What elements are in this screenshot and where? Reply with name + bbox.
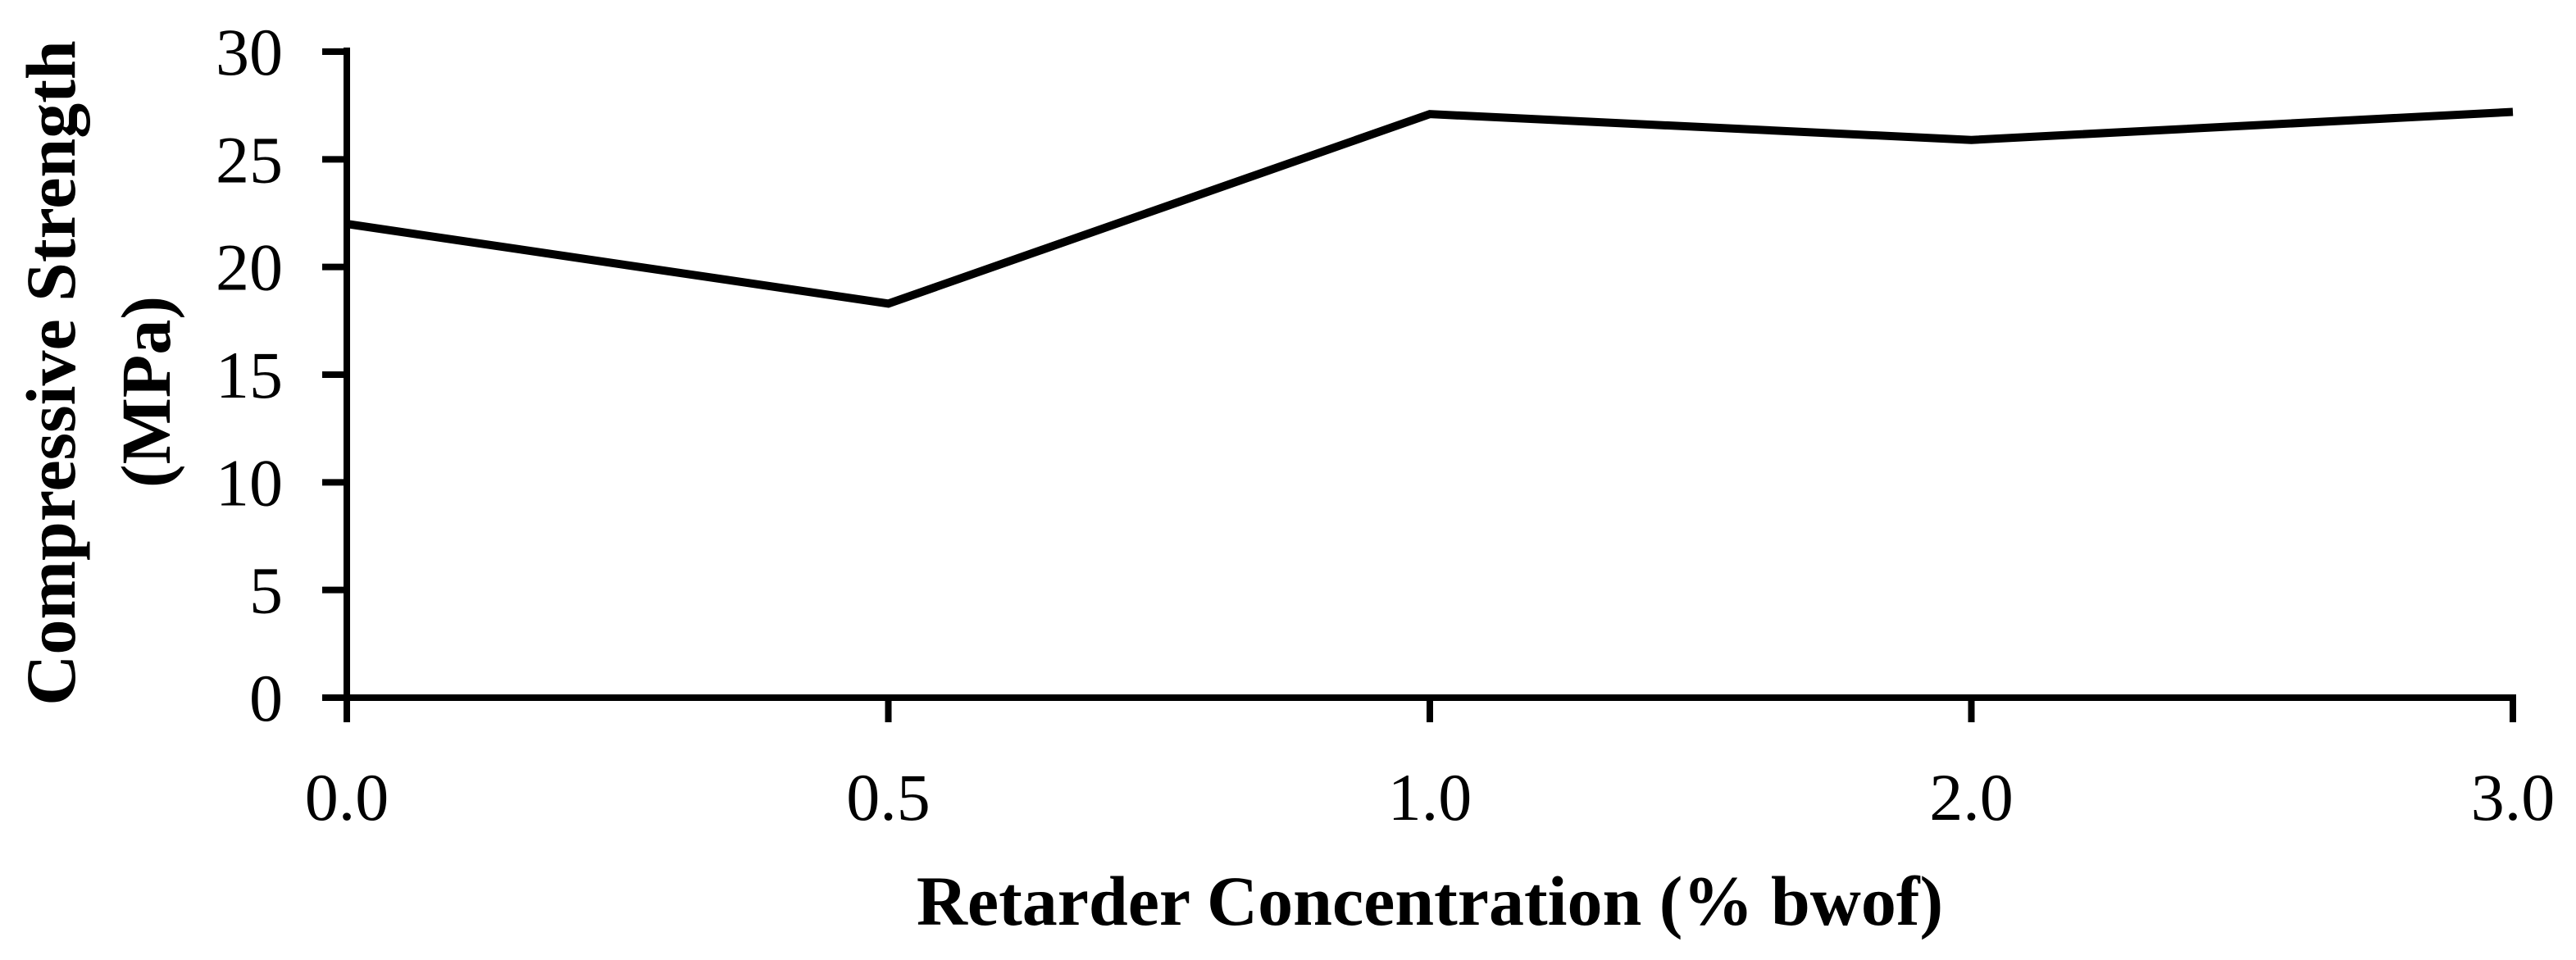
- y-axis-title-line1: Compressive Strength: [11, 40, 90, 705]
- data-line: [346, 107, 2514, 308]
- y-axis-title-line2: (MPa): [107, 296, 185, 488]
- y-tick-label: 15: [216, 338, 283, 412]
- x-tick-label: 3.0: [2471, 760, 2556, 835]
- x-axis-title: Retarder Concentration (% bwof): [917, 862, 1943, 940]
- y-tick-label: 30: [216, 15, 283, 89]
- x-tick-label: 1.0: [1388, 760, 1472, 835]
- x-tick-label: 2.0: [1929, 760, 2014, 835]
- x-tick-label: 0.0: [305, 760, 389, 835]
- plot-area: 0 5 10 15 20 25 30 0.0 0.5 1.0 2.0 3.0: [216, 15, 2555, 835]
- y-tick-label: 5: [249, 553, 283, 628]
- y-tick-label: 10: [216, 445, 283, 520]
- y-tick-label: 0: [249, 661, 283, 735]
- y-tick-label: 25: [216, 122, 283, 197]
- x-tick-label: 0.5: [846, 760, 931, 835]
- y-tick-label: 20: [216, 230, 283, 305]
